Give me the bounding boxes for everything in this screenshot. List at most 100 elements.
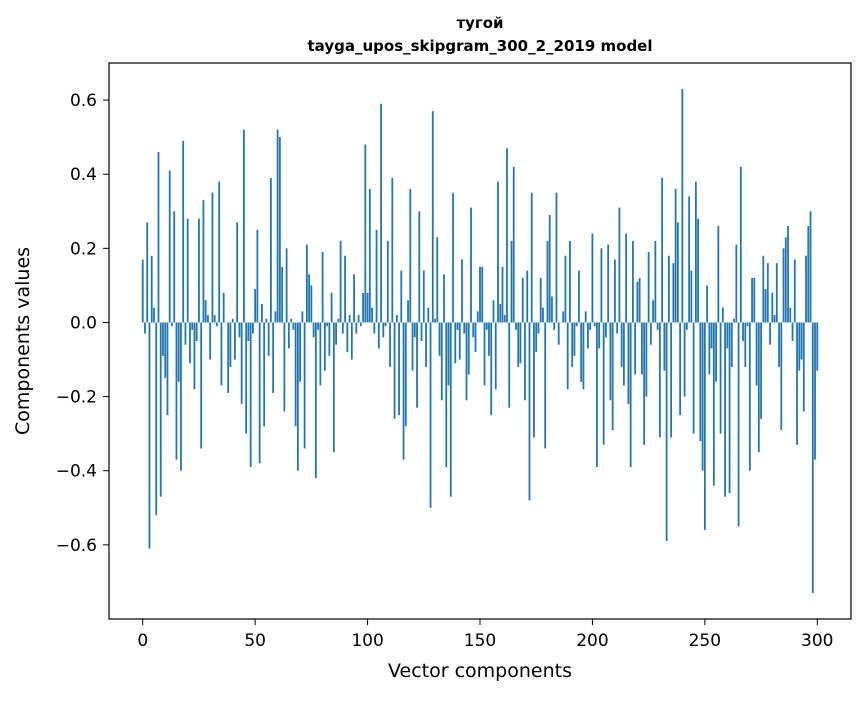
bar-42 xyxy=(236,222,238,322)
bar-92 xyxy=(349,315,351,322)
bar-286 xyxy=(785,237,787,322)
bar-105 xyxy=(378,322,380,348)
bar-188 xyxy=(565,256,567,323)
x-tick-label-150: 150 xyxy=(464,631,496,651)
x-tick-label-0: 0 xyxy=(137,631,148,651)
bar-187 xyxy=(562,311,564,322)
bar-195 xyxy=(580,322,582,381)
bar-64 xyxy=(286,248,288,322)
bar-243 xyxy=(688,196,690,322)
bar-297 xyxy=(810,211,812,322)
bar-23 xyxy=(194,322,196,389)
bar-248 xyxy=(699,322,701,441)
y-tick-label-1: −0.4 xyxy=(56,462,97,482)
bar-207 xyxy=(607,245,609,323)
bar-257 xyxy=(720,322,722,433)
bar-108 xyxy=(385,322,387,326)
y-axis-label: Components values xyxy=(12,247,34,435)
bar-133 xyxy=(441,322,443,400)
bar-111 xyxy=(391,178,393,323)
bar-238 xyxy=(677,222,679,322)
bar-292 xyxy=(798,322,800,370)
bar-24 xyxy=(196,322,198,341)
bar-5 xyxy=(153,308,155,323)
bar-36 xyxy=(223,293,225,323)
bar-148 xyxy=(475,322,477,352)
bar-239 xyxy=(679,322,681,415)
bar-215 xyxy=(625,234,627,323)
bar-89 xyxy=(342,322,344,333)
bar-160 xyxy=(502,267,504,323)
y-tick-label-3: 0.0 xyxy=(70,313,97,333)
bar-81 xyxy=(324,322,326,370)
bar-39 xyxy=(230,322,232,366)
y-axis-ticks: −0.6−0.4−0.20.00.20.40.6 xyxy=(56,91,109,556)
bar-48 xyxy=(250,322,252,467)
bar-66 xyxy=(290,319,292,323)
bar-281 xyxy=(774,315,776,322)
bar-51 xyxy=(257,230,259,323)
bar-140 xyxy=(457,322,459,329)
y-tick-label-0: −0.6 xyxy=(56,536,97,556)
bar-69 xyxy=(297,322,299,470)
bar-158 xyxy=(497,182,499,323)
bar-242 xyxy=(686,322,688,329)
bar-86 xyxy=(335,322,337,344)
bar-272 xyxy=(753,278,755,322)
bar-167 xyxy=(517,322,519,366)
plot-frame xyxy=(109,63,851,619)
bar-53 xyxy=(261,304,263,323)
bar-244 xyxy=(690,271,692,323)
bar-146 xyxy=(470,208,472,323)
bar-154 xyxy=(488,322,490,355)
bar-202 xyxy=(596,322,598,467)
bar-249 xyxy=(702,322,704,470)
bar-177 xyxy=(540,278,542,322)
bar-285 xyxy=(783,248,785,322)
bar-107 xyxy=(382,322,384,337)
bar-191 xyxy=(571,322,573,366)
bar-142 xyxy=(461,259,463,322)
bar-7 xyxy=(158,152,160,323)
bar-17 xyxy=(180,322,182,470)
bar-235 xyxy=(670,322,672,437)
bar-56 xyxy=(268,322,270,355)
bar-10 xyxy=(164,322,166,378)
bar-206 xyxy=(605,322,607,337)
bar-101 xyxy=(369,189,371,322)
bar-226 xyxy=(650,322,652,344)
bar-132 xyxy=(439,322,441,355)
bar-278 xyxy=(767,263,769,322)
bar-113 xyxy=(396,315,398,322)
bar-291 xyxy=(796,322,798,444)
bar-170 xyxy=(524,322,526,400)
bar-106 xyxy=(380,104,382,323)
bar-233 xyxy=(666,322,668,541)
bar-240 xyxy=(681,89,683,323)
bar-52 xyxy=(259,322,261,463)
bar-274 xyxy=(758,322,760,452)
bar-181 xyxy=(549,215,551,322)
bar-110 xyxy=(389,322,391,366)
bar-29 xyxy=(207,315,209,322)
bar-4 xyxy=(151,256,153,323)
bar-208 xyxy=(610,322,612,400)
bar-212 xyxy=(619,208,621,323)
bar-175 xyxy=(535,322,537,352)
bar-93 xyxy=(351,322,353,359)
bar-293 xyxy=(801,322,803,359)
bar-12 xyxy=(169,170,171,322)
bar-284 xyxy=(780,322,782,429)
bar-255 xyxy=(715,322,717,381)
bar-6 xyxy=(155,322,157,515)
bar-79 xyxy=(319,322,321,385)
x-tick-label-100: 100 xyxy=(351,631,383,651)
bar-246 xyxy=(695,182,697,323)
bar-74 xyxy=(308,274,310,322)
bar-47 xyxy=(248,322,250,341)
bar-172 xyxy=(529,322,531,500)
bar-180 xyxy=(547,241,549,323)
bar-103 xyxy=(373,322,375,333)
bar-50 xyxy=(254,289,256,322)
